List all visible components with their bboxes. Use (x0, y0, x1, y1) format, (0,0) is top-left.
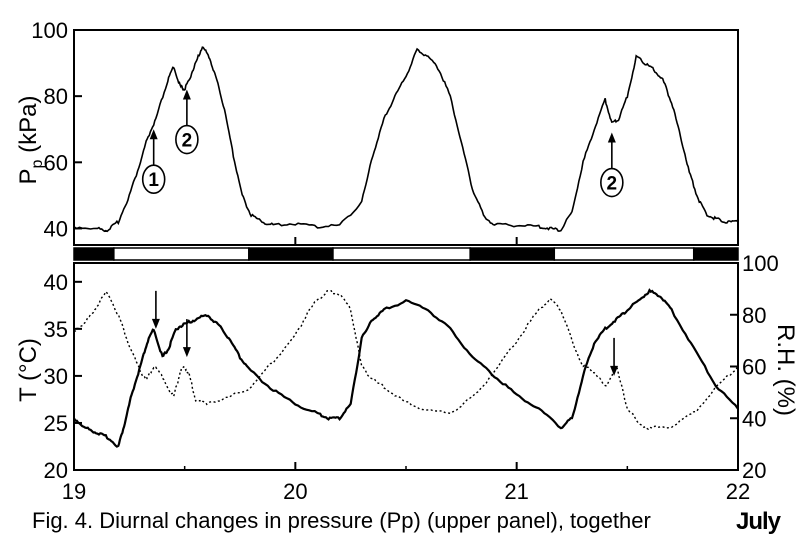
lower-right-y-axis-label: R.H. (%) (772, 324, 799, 416)
lower-plot-frame (73, 262, 739, 471)
upper-y-tick-label: 80 (44, 84, 68, 109)
annotation-arrow-head (182, 89, 191, 100)
lower-right-y-tick-label: 80 (742, 303, 766, 328)
x-tick-labels: 19 20 21 22 (62, 479, 750, 504)
annotation-label: 1 (148, 170, 159, 191)
upper-y-tick-label: 60 (44, 150, 68, 175)
lower-y-tick-label: 40 (44, 270, 68, 295)
x-tick-label: 21 (504, 479, 528, 504)
lower-y-tick-label: 30 (44, 364, 68, 389)
annotation-label: 2 (607, 174, 618, 195)
light-period-segment (113, 247, 250, 261)
lower-y-tick-label: 35 (44, 317, 68, 342)
upper-y-axis-label: Pp (kPa) (15, 96, 46, 185)
light-dark-bar (73, 247, 739, 261)
lower-right-y-tick-label: 100 (742, 251, 779, 276)
light-period-segment (332, 247, 471, 261)
temperature-series-line (73, 288, 739, 448)
annotation-label: 2 (182, 131, 193, 152)
upper-y-tick-label: 40 (44, 216, 68, 241)
annotation-circle (175, 124, 199, 155)
x-tick-label: 20 (283, 479, 307, 504)
lower-y-axis-label: T (°C) (15, 338, 42, 402)
x-tick-label: 19 (62, 479, 86, 504)
lower-y-tick-labels: 20 25 30 35 40 (44, 270, 68, 483)
upper-plot-frame (73, 29, 739, 246)
x-axis-unit-label: July (736, 508, 781, 535)
upper-y-tick-label: 100 (31, 18, 68, 43)
annotation-arrow-head (182, 347, 191, 358)
annotation-arrow-head (149, 129, 158, 140)
lower-right-y-tick-label: 40 (742, 406, 766, 431)
dark-period-segment (73, 247, 115, 261)
lower-right-y-tick-label: 60 (742, 355, 766, 380)
x-tick-label: 22 (726, 479, 750, 504)
lower-right-y-tick-labels: 20 40 60 80 100 (742, 251, 779, 483)
annotation-circle (600, 167, 624, 198)
upper-y-tick-labels: 40 60 80 100 (31, 18, 68, 241)
dark-period-segment (469, 247, 556, 261)
dark-period-segment (248, 247, 334, 261)
upper-annotations: 1 2 2 (141, 89, 624, 198)
lower-annotations (151, 290, 619, 376)
annotation-arrow-head (151, 318, 160, 329)
tick-marks (73, 29, 739, 471)
dark-period-segment (692, 247, 739, 261)
lower-y-tick-label: 25 (44, 411, 68, 436)
annotation-circle (141, 164, 166, 195)
annotation-arrow-head (610, 365, 619, 376)
lower-y-tick-label: 20 (44, 458, 68, 483)
pressure-series-line (73, 46, 739, 233)
annotation-arrow-head (607, 132, 616, 143)
light-period-segment (553, 247, 695, 261)
lower-right-y-tick-label: 20 (742, 458, 766, 483)
humidity-series-line (73, 290, 739, 430)
figure-caption: Fig. 4. Diurnal changes in pressure (Pp)… (32, 508, 651, 533)
